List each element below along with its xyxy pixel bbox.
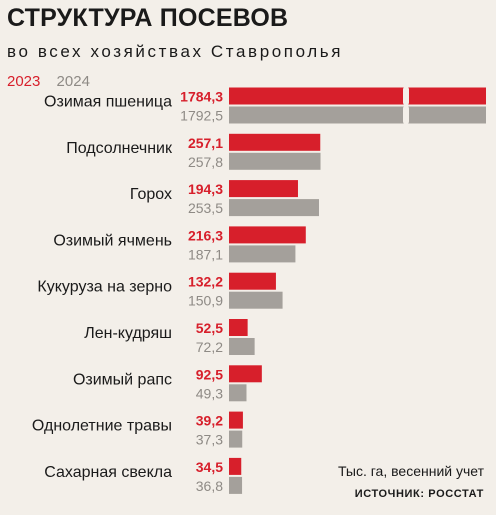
bar-2024 — [229, 384, 247, 402]
legend-2024: 2024 — [56, 73, 90, 90]
value-label-2024: 37,3 — [196, 432, 223, 448]
bar-2024 — [229, 199, 319, 217]
value-label-2023: 257,1 — [188, 135, 223, 151]
bar-2024 — [229, 430, 243, 448]
value-label-2024: 49,3 — [196, 385, 223, 401]
legend-2023: 2023 — [7, 73, 41, 90]
value-label-2024: 253,5 — [188, 200, 223, 216]
unit-note: Тыс. га, весенний учет — [337, 463, 484, 479]
category-label: Сахарная свекла — [44, 464, 172, 481]
bar-2024 — [229, 291, 283, 309]
value-label-2023: 92,5 — [196, 366, 223, 382]
category-label: Горох — [130, 186, 172, 203]
bar-2023 — [229, 133, 321, 151]
value-label-2023: 216,3 — [188, 227, 223, 243]
value-label-2024: 72,2 — [196, 339, 223, 355]
bar-2023 — [229, 457, 242, 475]
bar-2024 — [229, 152, 321, 170]
bar-2024 — [229, 476, 243, 494]
bar-2023 — [229, 87, 486, 105]
value-label-2023: 34,5 — [196, 459, 223, 475]
legend: 2023 2024 — [7, 73, 102, 90]
value-label-2024: 187,1 — [188, 246, 223, 262]
category-label: Подсолнечник — [66, 140, 173, 157]
chart-subtitle: во всех хозяйствах Ставрополья — [7, 42, 344, 61]
value-label-2023: 39,2 — [196, 413, 223, 429]
axis-break — [403, 105, 409, 125]
source-note: ИСТОЧНИК: РОССТАТ — [354, 488, 484, 500]
value-label-2024: 257,8 — [188, 154, 223, 170]
category-label: Однолетние травы — [32, 418, 172, 435]
bar-2023 — [229, 272, 276, 290]
value-label-2023: 1784,3 — [180, 89, 223, 105]
category-label: Лен-кудряш — [84, 325, 172, 342]
value-label-2023: 132,2 — [188, 274, 223, 290]
category-label: Кукуруза на зерно — [37, 279, 172, 296]
category-label: Озимый рапс — [73, 371, 172, 388]
bar-2024 — [229, 338, 255, 355]
bar-2023 — [229, 365, 262, 383]
chart-title: СТРУКТУРА ПОСЕВОВ — [7, 4, 289, 32]
axis-break — [403, 86, 409, 106]
bar-2023 — [229, 226, 306, 244]
value-label-2024: 36,8 — [196, 478, 223, 494]
bar-2023 — [229, 319, 248, 336]
category-label: Озимая пшеница — [44, 94, 172, 111]
value-label-2023: 52,5 — [196, 320, 223, 336]
bar-2024 — [229, 106, 486, 124]
value-label-2024: 1792,5 — [180, 108, 223, 124]
category-label: Озимый ячмень — [53, 232, 172, 249]
value-label-2024: 150,9 — [188, 293, 223, 309]
bar-2023 — [229, 411, 243, 429]
bar-2024 — [229, 245, 296, 263]
value-label-2023: 194,3 — [188, 181, 223, 197]
bar-2023 — [229, 180, 298, 198]
